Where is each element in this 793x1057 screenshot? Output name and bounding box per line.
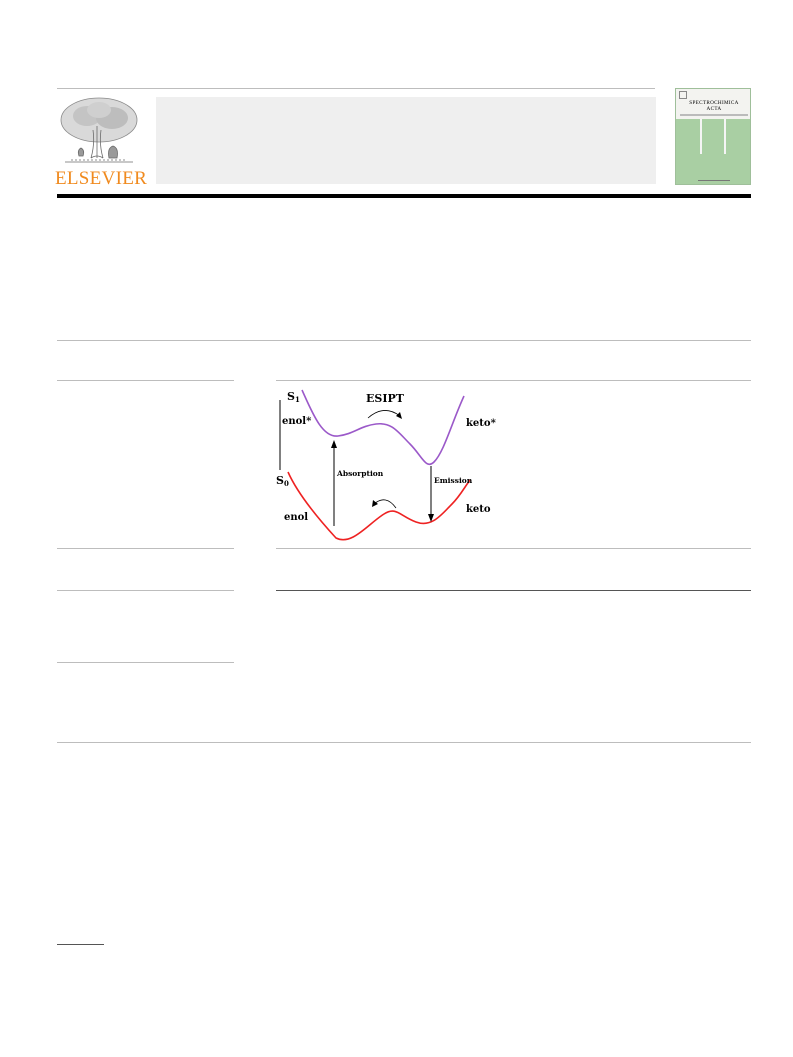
- keto-excited-label: keto*: [466, 418, 497, 429]
- article-info-rule: [57, 340, 751, 341]
- sidebar-rule: [57, 548, 234, 549]
- enol-excited-label: enol*: [282, 416, 312, 427]
- body-start-rule: [57, 742, 751, 743]
- cover-emblem-icon: [679, 91, 687, 99]
- emission-arrowhead: [428, 514, 434, 522]
- header-bar: [57, 194, 751, 198]
- ground-back-transfer-arrowhead: [372, 500, 378, 507]
- cover-title-line1: SPECTROCHIMICA: [689, 100, 739, 106]
- esipt-energy-diagram: S1 S0 ESIPT enol* keto* enol keto Absorp…: [276, 389, 497, 541]
- cover-title-line2: ACTA: [706, 106, 722, 112]
- cover-title: SPECTROCHIMICA ACTA: [678, 100, 750, 112]
- sidebar-rule: [57, 590, 234, 591]
- esipt-transfer-arrow: [367, 410, 401, 419]
- journal-header-band: [156, 97, 656, 184]
- tree-icon: [60, 97, 138, 163]
- cover-stripe: [724, 119, 726, 154]
- footnote-rule: [57, 944, 104, 945]
- sidebar-rule: [57, 380, 234, 381]
- cover-stripe: [700, 119, 702, 154]
- enol-label: enol: [284, 512, 308, 523]
- publisher-logo: [57, 96, 141, 186]
- graphical-abstract-figure: S1 S0 ESIPT enol* keto* enol keto Absorp…: [276, 382, 506, 546]
- esipt-label: ESIPT: [366, 392, 405, 405]
- excited-state-curve: [301, 389, 465, 466]
- absorption-label: Absorption: [336, 469, 384, 478]
- keto-label: keto: [466, 504, 491, 515]
- excited-state-label: S1: [287, 390, 300, 404]
- abstract-end-rule: [276, 590, 751, 591]
- journal-cover-thumbnail[interactable]: SPECTROCHIMICA ACTA: [675, 88, 751, 185]
- absorption-arrowhead: [331, 440, 337, 448]
- emission-label: Emission: [434, 476, 473, 485]
- esipt-arrowhead: [396, 412, 402, 419]
- sidebar-rule: [57, 662, 234, 663]
- abstract-rule: [276, 548, 751, 549]
- ground-state-curve: [287, 471, 471, 541]
- top-rule: [57, 88, 655, 89]
- abstract-rule: [276, 380, 751, 381]
- ground-state-label: S0: [276, 474, 289, 488]
- cover-footer-line: [698, 180, 730, 181]
- publisher-name: ELSEVIER: [55, 168, 148, 189]
- cover-subtitle-line: [680, 114, 748, 116]
